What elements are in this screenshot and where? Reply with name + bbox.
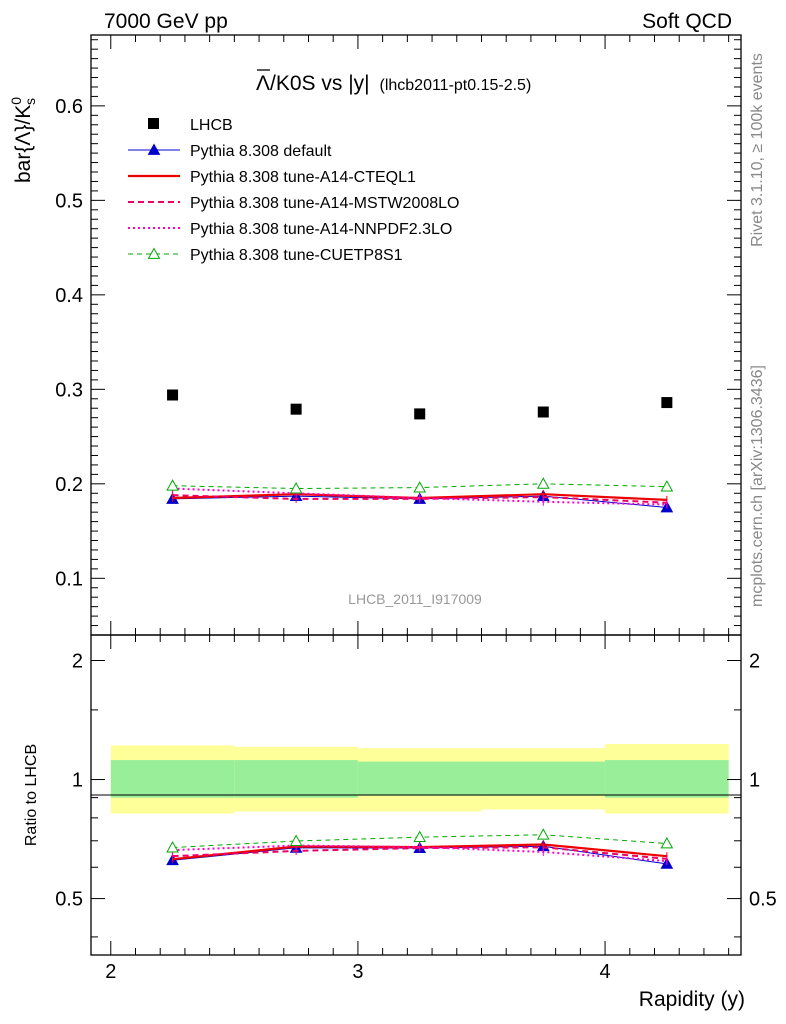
legend-marker-0 bbox=[147, 143, 161, 155]
watermark: LHCB_2011_I917009 bbox=[348, 591, 482, 607]
y-tick-label: 0.2 bbox=[55, 474, 83, 496]
y-axis-label: bar{Λ}/K0s bbox=[8, 97, 38, 183]
x-tick-label: 3 bbox=[352, 961, 363, 983]
series-marker-4 bbox=[166, 479, 179, 491]
ratio-y-tick-label: 0.5 bbox=[55, 889, 83, 911]
series-marker-4 bbox=[536, 477, 550, 489]
y-tick-label: 0.5 bbox=[55, 190, 83, 212]
chart-title: Λ/K0S vs |y| (lhcb2011-pt0.15-2.5) bbox=[256, 72, 531, 95]
series-marker-4 bbox=[413, 481, 427, 493]
header-left: 7000 GeV pp bbox=[104, 10, 228, 33]
ratio-band-inner bbox=[357, 761, 482, 796]
ratio-marker-4 bbox=[660, 836, 674, 849]
legend-label-0: Pythia 8.308 default bbox=[190, 143, 332, 160]
ratio-y-tick-label-right: 2 bbox=[749, 650, 760, 672]
ratio-y-tick-label: 2 bbox=[72, 650, 83, 672]
legend-label-3: Pythia 8.308 tune-A14-NNPDF2.3LO bbox=[190, 221, 452, 238]
series-marker-4 bbox=[660, 480, 674, 492]
ratio-marker-4 bbox=[413, 830, 427, 843]
ratio-band-inner bbox=[605, 760, 729, 798]
ratio-y-axis-label: Ratio to LHCB bbox=[23, 744, 40, 846]
ratio-marker-4 bbox=[536, 828, 550, 840]
ratio-line-2 bbox=[172, 846, 667, 860]
lhcb-data-point bbox=[661, 397, 673, 409]
y-tick-label: 0.6 bbox=[55, 96, 83, 118]
y-tick-label: 0.3 bbox=[55, 379, 83, 401]
y-tick-label: 0.4 bbox=[55, 285, 83, 307]
series-line-2 bbox=[172, 494, 667, 504]
legend-label-2: Pythia 8.308 tune-A14-MSTW2008LO bbox=[190, 195, 459, 212]
y-axis-label-main: bar{Λ}/K bbox=[12, 105, 35, 183]
ratio-y-tick-label-right: 0.5 bbox=[749, 889, 777, 911]
rivet-label: Rivet 3.1.10, ≥ 100k events bbox=[749, 53, 766, 247]
lhcb-data-point bbox=[290, 403, 302, 415]
y-axis-label-sup: 0 bbox=[8, 97, 24, 105]
ratio-y-tick-label: 1 bbox=[72, 770, 83, 792]
legend-label-4: Pythia 8.308 tune-CUETP8S1 bbox=[190, 247, 403, 264]
ratio-marker-4 bbox=[289, 834, 303, 846]
main-plot-frame bbox=[90, 34, 742, 636]
header-right: Soft QCD bbox=[642, 10, 732, 33]
chart-title-main: Λ/K0S vs |y| bbox=[256, 72, 370, 95]
x-tick-label: 4 bbox=[600, 961, 611, 983]
x-tick-label: 2 bbox=[105, 961, 116, 983]
legend-label-1: Pythia 8.308 tune-A14-CTEQL1 bbox=[190, 169, 416, 186]
legend-marker-4 bbox=[147, 247, 161, 259]
legend-label-lhcb: LHCB bbox=[190, 117, 233, 134]
ratio-band-inner bbox=[234, 760, 358, 798]
legend: LHCB Pythia 8.308 default Pythia 8.308 tun… bbox=[128, 117, 459, 264]
mcplots-label: mcplots.cern.ch [arXiv:1306.3436] bbox=[749, 365, 766, 607]
y-tick-label: 0.1 bbox=[55, 568, 83, 590]
chart-title-sub: (lhcb2011-pt0.15-2.5) bbox=[379, 77, 531, 94]
ratio-y-tick-label-right: 1 bbox=[749, 770, 760, 792]
x-axis-label: Rapidity (y) bbox=[639, 988, 745, 1011]
lhcb-data-point bbox=[537, 406, 549, 418]
ratio-band-inner bbox=[110, 760, 235, 798]
ratio-band-inner bbox=[481, 761, 606, 796]
lhcb-data-point bbox=[167, 389, 179, 401]
lhcb-data-point bbox=[414, 408, 426, 420]
series-marker-4 bbox=[289, 482, 303, 494]
y-axis-label-sub: s bbox=[22, 98, 38, 105]
legend-marker-lhcb bbox=[148, 118, 159, 129]
ratio-marker-4 bbox=[166, 841, 179, 853]
